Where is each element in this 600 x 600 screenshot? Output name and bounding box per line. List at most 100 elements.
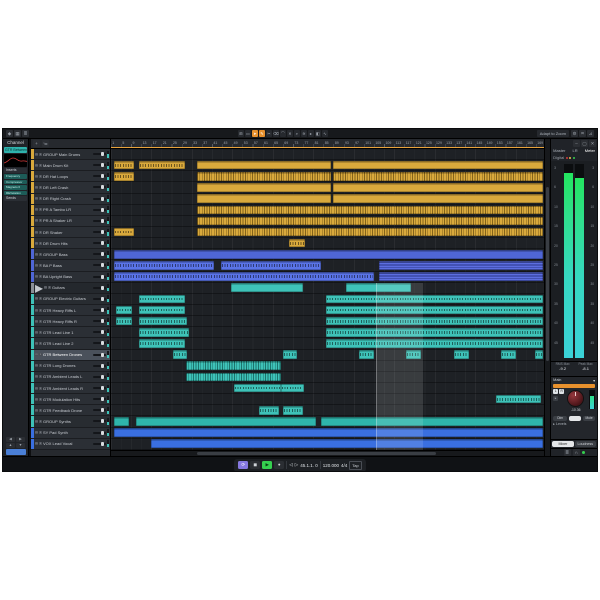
- vertical-scrollbar[interactable]: [544, 139, 551, 456]
- mute-button[interactable]: m: [35, 208, 38, 212]
- audio-event[interactable]: [325, 339, 543, 348]
- track-volume-fader[interactable]: [92, 330, 106, 335]
- left-channel-button[interactable]: L: [553, 389, 559, 394]
- arrangement-row[interactable]: [110, 372, 545, 383]
- track-volume-fader[interactable]: [92, 296, 106, 301]
- arrangement-row[interactable]: [110, 194, 545, 205]
- inspector-divider[interactable]: [29, 139, 31, 456]
- track-row[interactable]: m s GTR Ambient Leads L: [31, 371, 110, 383]
- zoom-tool-icon[interactable]: ⌕: [293, 130, 300, 137]
- mute-button[interactable]: m: [35, 252, 38, 256]
- audio-event[interactable]: [196, 216, 543, 226]
- horizontal-scrollbar[interactable]: [110, 450, 545, 456]
- arrangement-row[interactable]: [110, 338, 545, 350]
- close-icon[interactable]: ✕: [589, 139, 597, 147]
- track-volume-fader[interactable]: [92, 408, 106, 413]
- audio-event[interactable]: [378, 272, 543, 281]
- audio-event[interactable]: [185, 361, 281, 371]
- minimize-icon[interactable]: –: [573, 139, 581, 147]
- audio-event[interactable]: [138, 316, 187, 326]
- audio-event[interactable]: [233, 383, 281, 393]
- mute-button[interactable]: m: [35, 241, 38, 245]
- meter-mode-dropdown[interactable]: Digital: [553, 155, 565, 160]
- arrangement-row[interactable]: [110, 160, 545, 172]
- audio-event[interactable]: [345, 283, 411, 293]
- audio-event[interactable]: [378, 261, 543, 270]
- control-room-volume-knob[interactable]: [568, 391, 584, 406]
- track-row[interactable]: m s BA Upright Bass: [31, 271, 110, 283]
- audio-event[interactable]: [325, 294, 543, 304]
- track-row[interactable]: m s SY Pad Synth: [31, 427, 110, 439]
- track-row[interactable]: m s DR Hat Loops: [31, 171, 110, 183]
- audio-event[interactable]: [332, 194, 543, 203]
- audio-event[interactable]: [113, 250, 543, 259]
- solo-button[interactable]: s: [39, 197, 42, 201]
- maximize-icon[interactable]: ▢: [581, 139, 589, 147]
- track-volume-fader[interactable]: [92, 241, 106, 246]
- eq-curve-display[interactable]: [4, 154, 27, 167]
- right-channel-button[interactable]: R: [559, 389, 565, 394]
- arrangement-row[interactable]: [110, 350, 545, 361]
- audio-event[interactable]: [196, 160, 331, 170]
- audio-event[interactable]: [196, 227, 543, 237]
- solo-button[interactable]: s: [39, 308, 42, 312]
- track-volume-fader[interactable]: [92, 230, 106, 235]
- track-row[interactable]: m s GTR Heavy Riffs L: [31, 304, 110, 317]
- solo-button[interactable]: s: [39, 263, 42, 267]
- chevron-down-icon[interactable]: ▾: [593, 379, 596, 383]
- audio-event[interactable]: [115, 316, 132, 326]
- setup-toolbar-icon[interactable]: ⚙: [571, 130, 578, 137]
- arrangement-row[interactable]: [110, 171, 545, 183]
- monitor-select-button[interactable]: [569, 416, 582, 421]
- audio-event[interactable]: [138, 328, 189, 337]
- mute-button[interactable]: m: [35, 230, 38, 234]
- audio-event[interactable]: [282, 350, 297, 359]
- audio-event[interactable]: [405, 350, 421, 359]
- visibility-indicator[interactable]: [5, 449, 26, 455]
- insert-slot[interactable]: Frequency: [4, 174, 27, 179]
- solo-button[interactable]: s: [39, 386, 42, 390]
- arrangement-row[interactable]: [110, 249, 545, 261]
- nav-arrow-icon[interactable]: ◀: [6, 437, 15, 442]
- audio-event[interactable]: [138, 339, 185, 348]
- range-tool-icon[interactable]: ▭: [244, 130, 251, 137]
- audio-event[interactable]: [495, 394, 541, 404]
- audio-event[interactable]: [113, 172, 134, 181]
- arrangement-row[interactable]: [110, 439, 545, 450]
- nav-arrow-icon[interactable]: ▲: [6, 443, 15, 448]
- audio-event[interactable]: [258, 406, 279, 415]
- solo-button[interactable]: s: [39, 431, 42, 435]
- track-volume-fader[interactable]: [92, 363, 106, 368]
- solo-button[interactable]: s: [39, 275, 42, 279]
- audio-event[interactable]: [453, 350, 469, 359]
- zoom-preset-dropdown[interactable]: Adapt to Zoom: [536, 130, 569, 137]
- arrangement-row[interactable]: [110, 182, 545, 194]
- audio-event[interactable]: [534, 350, 543, 359]
- mute-button[interactable]: m: [35, 442, 38, 446]
- audio-event[interactable]: [113, 227, 134, 237]
- levels-section-header[interactable]: ▸ Levels: [553, 422, 567, 426]
- mute-button[interactable]: m: [35, 185, 38, 189]
- track-volume-fader[interactable]: [92, 319, 106, 324]
- mute-button[interactable]: m: [35, 275, 38, 279]
- track-volume-fader[interactable]: [92, 285, 106, 290]
- arrangement-row[interactable]: [110, 405, 545, 417]
- line-tool-icon[interactable]: ∿: [321, 130, 328, 137]
- track-row[interactable]: m s DR Left Crash: [31, 182, 110, 194]
- solo-button[interactable]: s: [48, 286, 52, 290]
- solo-button[interactable]: s: [39, 364, 42, 368]
- track-row[interactable]: m s BA P Bass: [31, 260, 110, 272]
- output-config-icon[interactable]: ≣: [563, 449, 571, 456]
- audio-event[interactable]: [288, 238, 305, 248]
- arrangement-row[interactable]: [110, 216, 545, 227]
- audio-event[interactable]: [113, 160, 134, 170]
- audio-event[interactable]: [332, 160, 543, 170]
- mute-button[interactable]: m: [44, 286, 48, 290]
- audio-event[interactable]: [325, 305, 543, 315]
- position-display[interactable]: 45.1.1. 0: [300, 462, 318, 468]
- track-row[interactable]: m s GROUP Electric Guitars: [31, 293, 110, 305]
- insert-slot[interactable]: Magneto II: [4, 185, 27, 190]
- solo-button[interactable]: s: [39, 241, 42, 245]
- color-tool-icon[interactable]: ◧: [314, 130, 321, 137]
- track-row[interactable]: m s PR A Shaker LR: [31, 215, 110, 227]
